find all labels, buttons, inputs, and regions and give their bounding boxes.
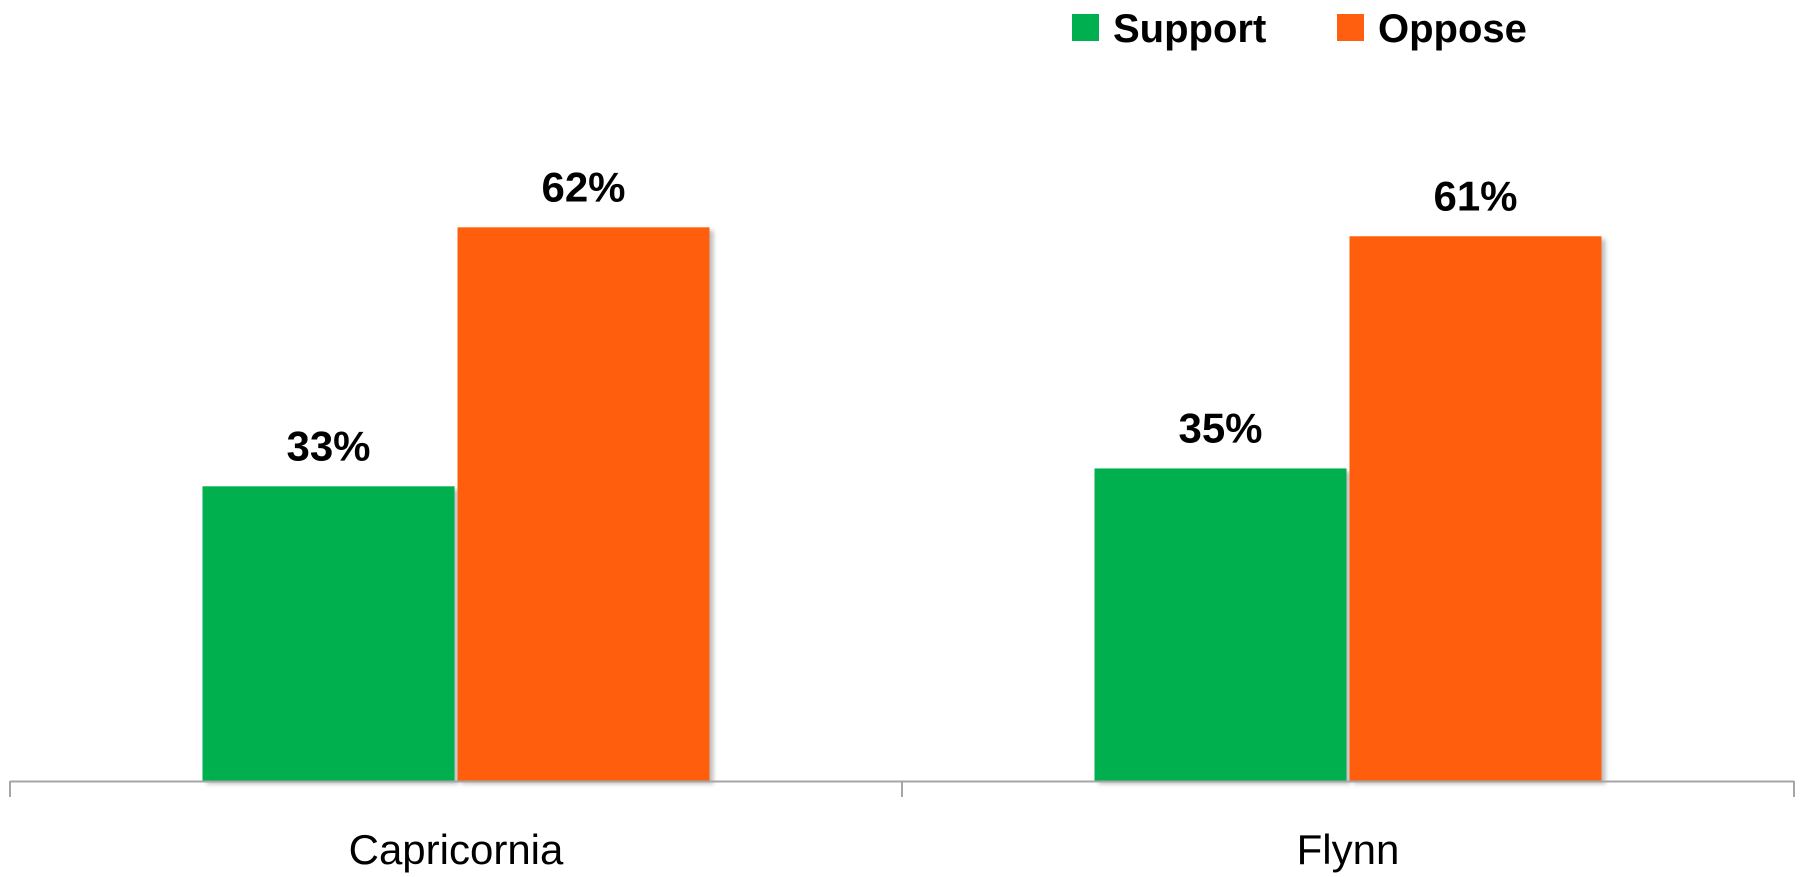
bar-support-capricornia bbox=[202, 486, 455, 781]
x-axis: Capricornia Flynn bbox=[9, 780, 1795, 873]
data-label-oppose-capricornia: 62% bbox=[541, 163, 625, 210]
category-label-capricornia: Capricornia bbox=[349, 826, 564, 873]
legend-label-oppose: Oppose bbox=[1378, 7, 1527, 51]
data-label-support-capricornia: 33% bbox=[286, 422, 370, 469]
data-label-support-flynn: 35% bbox=[1178, 404, 1262, 451]
legend-label-support: Support bbox=[1113, 7, 1266, 51]
legend: Support Oppose bbox=[1072, 7, 1527, 51]
data-label-oppose-flynn: 61% bbox=[1433, 172, 1517, 219]
bars-group bbox=[202, 227, 1602, 782]
bar-support-flynn bbox=[1094, 468, 1347, 781]
bar-oppose-flynn bbox=[1349, 236, 1602, 781]
legend-swatch-oppose bbox=[1337, 14, 1364, 41]
category-label-flynn: Flynn bbox=[1297, 826, 1400, 873]
legend-swatch-support bbox=[1072, 14, 1099, 41]
data-labels-group: 33% 62% 35% 61% bbox=[286, 163, 1517, 469]
bar-oppose-capricornia bbox=[457, 227, 710, 782]
